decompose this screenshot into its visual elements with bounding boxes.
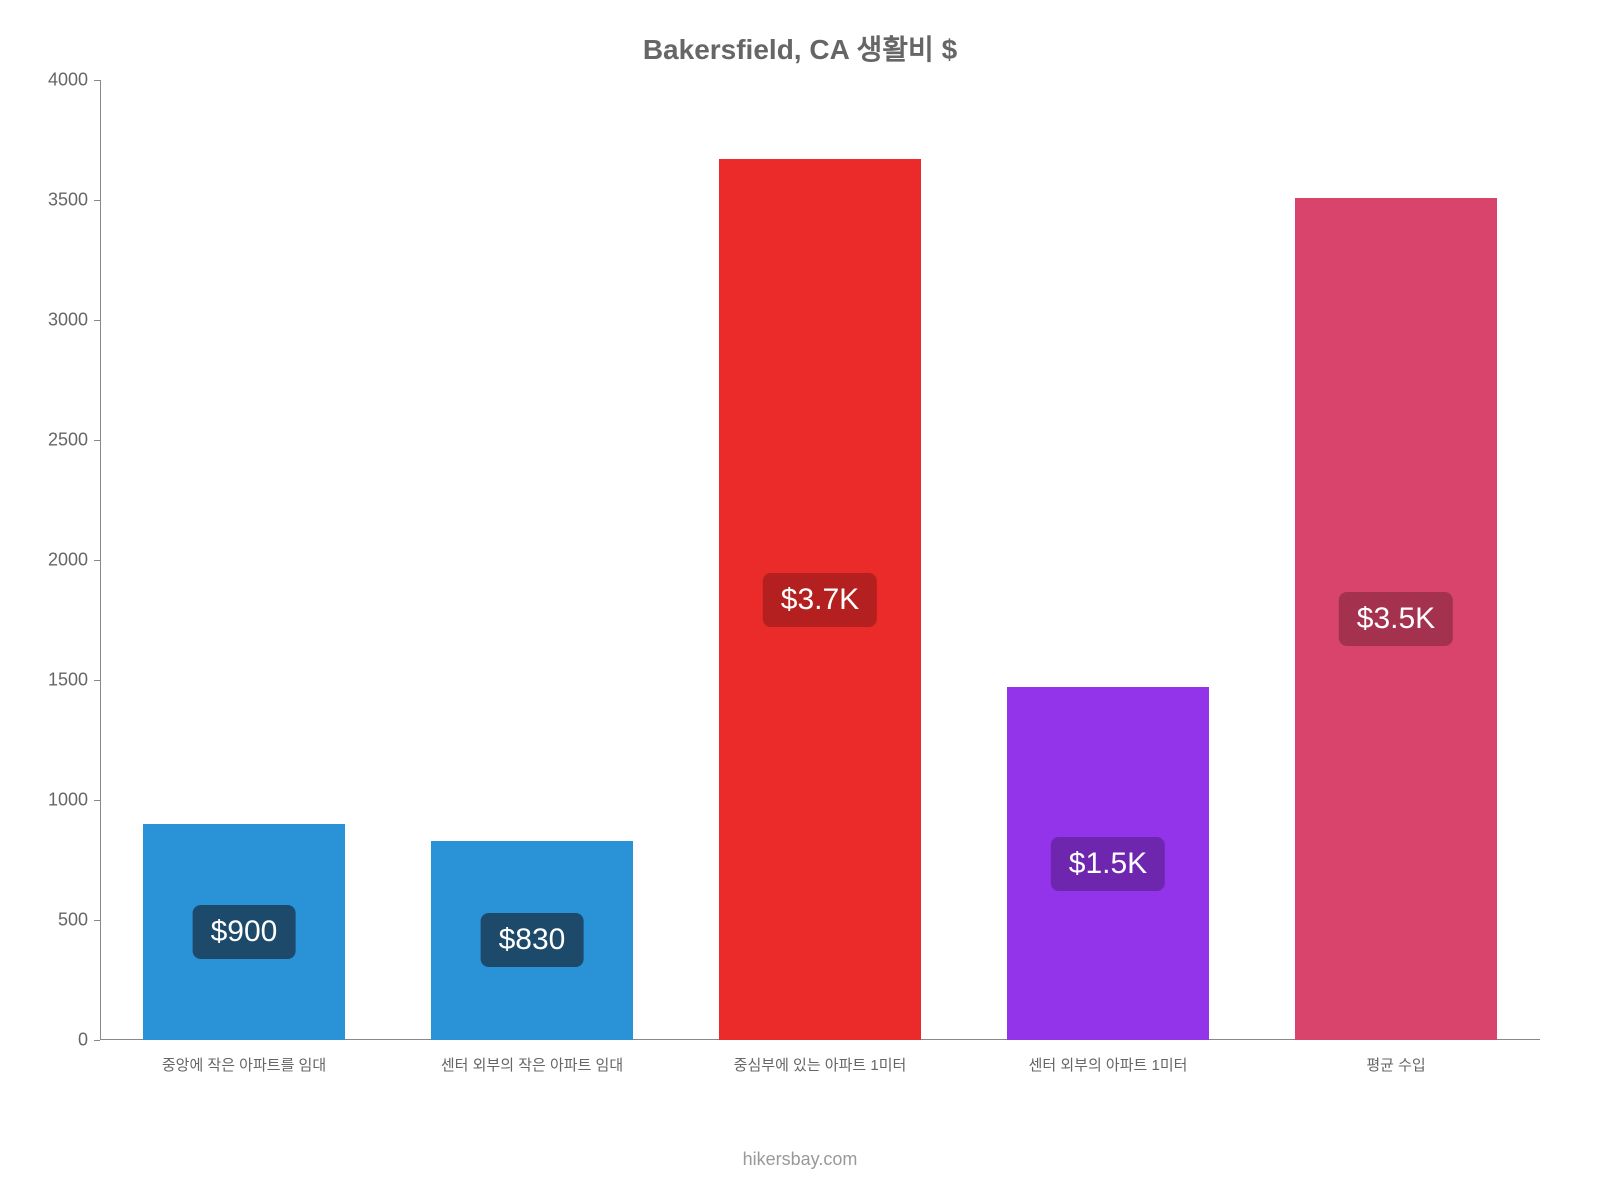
y-tick-label: 4000 xyxy=(48,70,100,91)
y-tick-label: 3000 xyxy=(48,310,100,331)
bar-value-badge: $3.7K xyxy=(763,573,877,627)
bar: $3.7K xyxy=(719,159,921,1040)
y-tick-label: 1500 xyxy=(48,670,100,691)
bar-value-badge: $3.5K xyxy=(1339,592,1453,646)
y-tick-label: 2000 xyxy=(48,550,100,571)
bar-value-badge: $1.5K xyxy=(1051,837,1165,891)
bar-value-badge: $900 xyxy=(193,905,296,959)
y-tick-label: 2500 xyxy=(48,430,100,451)
chart-title: Bakersfield, CA 생활비 $ xyxy=(0,28,1600,68)
y-tick-label: 3500 xyxy=(48,190,100,211)
y-axis xyxy=(100,80,101,1040)
plot-area: 05001000150020002500300035004000$900중앙에 … xyxy=(100,80,1540,1040)
x-category-label: 중심부에 있는 아파트 1미터 xyxy=(734,1040,907,1075)
bar: $830 xyxy=(431,841,633,1040)
x-category-label: 중앙에 작은 아파트를 임대 xyxy=(162,1040,326,1075)
y-tick-label: 1000 xyxy=(48,790,100,811)
chart-container: Bakersfield, CA 생활비 $ 050010001500200025… xyxy=(0,0,1600,1200)
bar: $1.5K xyxy=(1007,687,1209,1040)
y-tick-label: 500 xyxy=(58,910,100,931)
x-category-label: 평균 수입 xyxy=(1366,1040,1425,1075)
x-category-label: 센터 외부의 아파트 1미터 xyxy=(1029,1040,1188,1075)
bar: $3.5K xyxy=(1295,198,1497,1040)
footer-credit: hikersbay.com xyxy=(0,1149,1600,1170)
bar: $900 xyxy=(143,824,345,1040)
y-tick-label: 0 xyxy=(78,1030,100,1051)
bar-value-badge: $830 xyxy=(481,913,584,967)
x-category-label: 센터 외부의 작은 아파트 임대 xyxy=(441,1040,623,1075)
